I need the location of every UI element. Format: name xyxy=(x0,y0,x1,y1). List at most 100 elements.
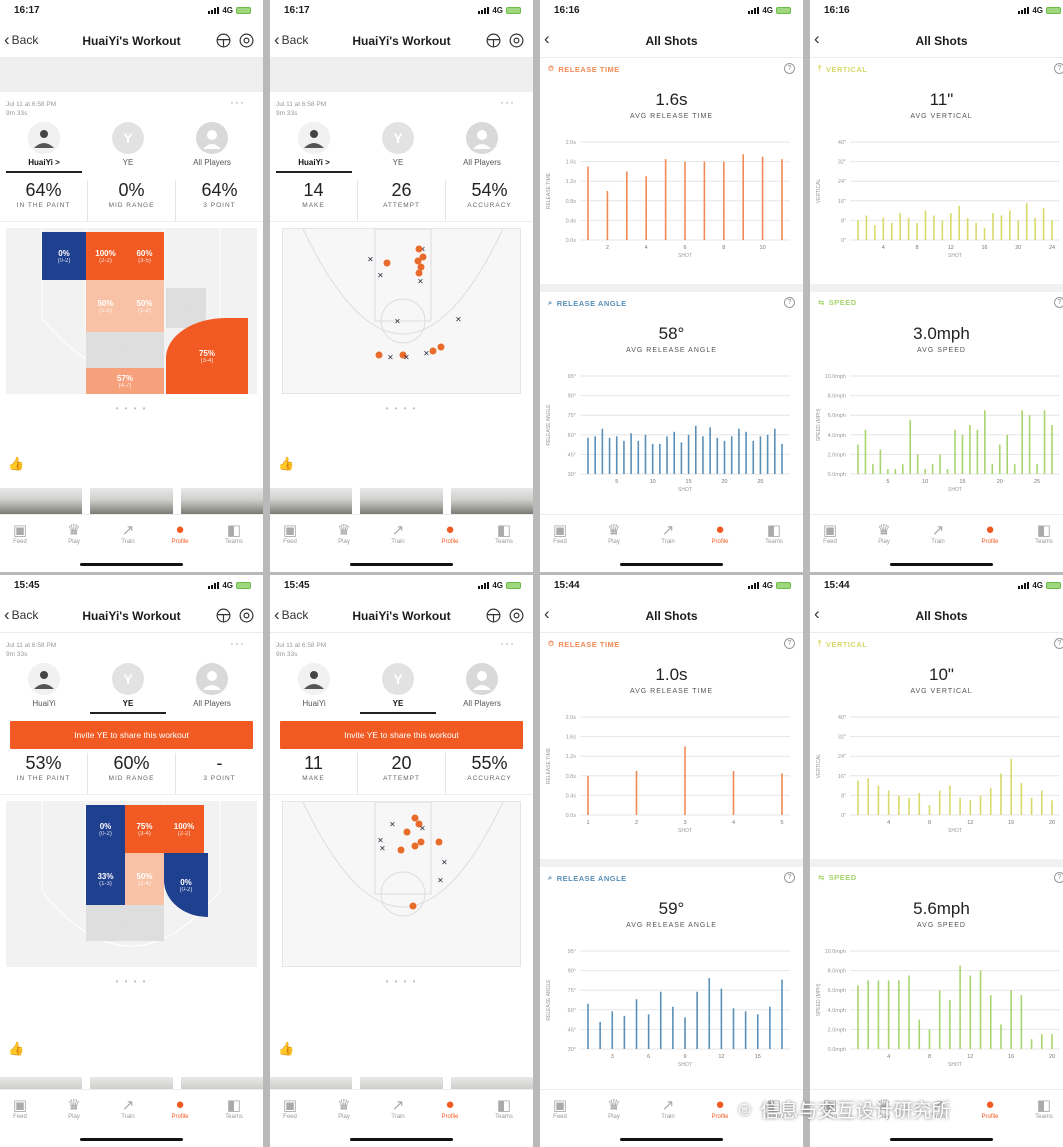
tab-3[interactable]: ● Profile xyxy=(970,521,1010,545)
gear-icon[interactable] xyxy=(508,32,525,54)
help-icon[interactable]: ? xyxy=(784,872,795,883)
tab-3[interactable]: ● Profile xyxy=(160,521,200,545)
back-button[interactable]: ‹ Back xyxy=(4,606,38,623)
back-button[interactable]: ‹ Back xyxy=(274,31,308,48)
zone-1[interactable]: 75% (3-4) xyxy=(125,805,164,853)
player-0[interactable]: HuaiYi xyxy=(274,663,354,708)
back-button[interactable]: ‹ xyxy=(544,30,550,47)
more-options-button[interactable]: ··· xyxy=(500,95,515,109)
tab-2[interactable]: ↗ Train xyxy=(648,521,688,545)
tab-2[interactable]: ↗ Train xyxy=(918,521,958,545)
tab-2[interactable]: ↗ Train xyxy=(918,1096,958,1120)
tab-3[interactable]: ● Profile xyxy=(430,521,470,545)
back-button[interactable]: ‹ xyxy=(814,605,820,622)
player-0[interactable]: HuaiYi > xyxy=(274,122,354,173)
back-button[interactable]: ‹ xyxy=(544,605,550,622)
photo-thumbnail[interactable] xyxy=(0,488,83,514)
tab-0[interactable]: ▣ Feed xyxy=(810,521,850,545)
photo-thumbnail[interactable] xyxy=(450,488,533,514)
back-button[interactable]: ‹ Back xyxy=(274,606,308,623)
player-2[interactable]: All Players xyxy=(442,122,522,167)
tab-1[interactable]: ♛ Play xyxy=(324,521,364,545)
zone-1[interactable]: 100% (2-2) xyxy=(86,232,125,280)
tab-0[interactable]: ▣ Feed xyxy=(0,521,40,545)
player-1[interactable]: Y YE xyxy=(358,122,438,167)
tab-4[interactable]: ◧ Teams xyxy=(1024,1096,1063,1120)
tab-1[interactable]: ♛ Play xyxy=(54,1096,94,1120)
help-icon[interactable]: ? xyxy=(1054,638,1063,649)
tab-1[interactable]: ♛ Play xyxy=(54,521,94,545)
more-options-button[interactable]: ··· xyxy=(500,636,515,650)
gear-icon[interactable] xyxy=(508,607,525,629)
tab-3[interactable]: ● Profile xyxy=(430,1096,470,1120)
more-options-button[interactable]: ··· xyxy=(230,636,245,650)
like-button[interactable]: 👍 xyxy=(8,456,25,471)
tab-1[interactable]: ♛ Play xyxy=(594,1096,634,1120)
photo-thumbnail[interactable] xyxy=(180,488,263,514)
photo-thumbnail[interactable] xyxy=(90,488,173,514)
like-button[interactable]: 👍 xyxy=(8,1041,25,1056)
zone-2[interactable]: 100% (2-2) xyxy=(164,805,204,853)
help-icon[interactable]: ? xyxy=(1054,872,1063,883)
tab-2[interactable]: ↗ Train xyxy=(378,1096,418,1120)
zone-6[interactable]: 100% (1-1) xyxy=(86,905,164,941)
player-1[interactable]: Y YE xyxy=(88,122,168,167)
invite-button[interactable]: Invite YE to share this workout xyxy=(10,721,253,749)
tab-3[interactable]: ● Profile xyxy=(700,521,740,545)
tab-3[interactable]: ● Profile xyxy=(700,1096,740,1120)
help-icon[interactable]: ? xyxy=(1054,297,1063,308)
back-button[interactable]: ‹ xyxy=(814,30,820,47)
zone-0[interactable]: 0% (0-2) xyxy=(86,805,125,853)
tab-2[interactable]: ↗ Train xyxy=(648,1096,688,1120)
tab-4[interactable]: ◧ Teams xyxy=(214,1096,254,1120)
zone-0[interactable]: 0% (0-2) xyxy=(42,232,86,280)
tab-1[interactable]: ♛ Play xyxy=(594,521,634,545)
tab-0[interactable]: ▣ Feed xyxy=(810,1096,850,1120)
steering-icon[interactable] xyxy=(485,32,502,54)
help-icon[interactable]: ? xyxy=(784,638,795,649)
tab-2[interactable]: ↗ Train xyxy=(378,521,418,545)
back-button[interactable]: ‹ Back xyxy=(4,31,38,48)
zone-7[interactable]: 57% (4-7) xyxy=(86,368,164,394)
steering-icon[interactable] xyxy=(215,607,232,629)
zone-3[interactable]: 33% (1-3) xyxy=(86,853,125,905)
tab-4[interactable]: ◧ Teams xyxy=(484,1096,524,1120)
zone-6[interactable]: 0% (0-0) xyxy=(86,332,164,368)
player-2[interactable]: All Players xyxy=(172,663,252,708)
tab-1[interactable]: ♛ Play xyxy=(864,1096,904,1120)
steering-icon[interactable] xyxy=(485,607,502,629)
tab-4[interactable]: ◧ Teams xyxy=(754,1096,794,1120)
tab-3[interactable]: ● Profile xyxy=(970,1096,1010,1120)
like-button[interactable]: 👍 xyxy=(278,456,295,471)
zone-2[interactable]: 60% (3-5) xyxy=(125,232,164,280)
tab-4[interactable]: ◧ Teams xyxy=(214,521,254,545)
tab-4[interactable]: ◧ Teams xyxy=(1024,521,1063,545)
tab-4[interactable]: ◧ Teams xyxy=(484,521,524,545)
invite-button[interactable]: Invite YE to share this workout xyxy=(280,721,523,749)
player-0[interactable]: HuaiYi xyxy=(4,663,84,708)
player-0[interactable]: HuaiYi > xyxy=(4,122,84,173)
like-button[interactable]: 👍 xyxy=(278,1041,295,1056)
player-2[interactable]: All Players xyxy=(442,663,522,708)
photo-thumbnail[interactable] xyxy=(270,488,353,514)
zone-5[interactable]: 0% (0-0) xyxy=(166,288,206,328)
tab-0[interactable]: ▣ Feed xyxy=(540,1096,580,1120)
player-1[interactable]: Y YE xyxy=(358,663,438,714)
help-icon[interactable]: ? xyxy=(784,63,795,74)
tab-1[interactable]: ♛ Play xyxy=(864,521,904,545)
tab-2[interactable]: ↗ Train xyxy=(108,521,148,545)
player-1[interactable]: Y YE xyxy=(88,663,168,714)
help-icon[interactable]: ? xyxy=(784,297,795,308)
gear-icon[interactable] xyxy=(238,607,255,629)
tab-0[interactable]: ▣ Feed xyxy=(270,1096,310,1120)
tab-1[interactable]: ♛ Play xyxy=(324,1096,364,1120)
tab-0[interactable]: ▣ Feed xyxy=(540,521,580,545)
gear-icon[interactable] xyxy=(238,32,255,54)
zone-4[interactable]: 50% (1-2) xyxy=(125,280,164,332)
tab-2[interactable]: ↗ Train xyxy=(108,1096,148,1120)
tab-0[interactable]: ▣ Feed xyxy=(0,1096,40,1120)
more-options-button[interactable]: ··· xyxy=(230,95,245,109)
zone-4[interactable]: 50% (2-4) xyxy=(125,853,164,905)
photo-thumbnail[interactable] xyxy=(360,488,443,514)
tab-4[interactable]: ◧ Teams xyxy=(754,521,794,545)
